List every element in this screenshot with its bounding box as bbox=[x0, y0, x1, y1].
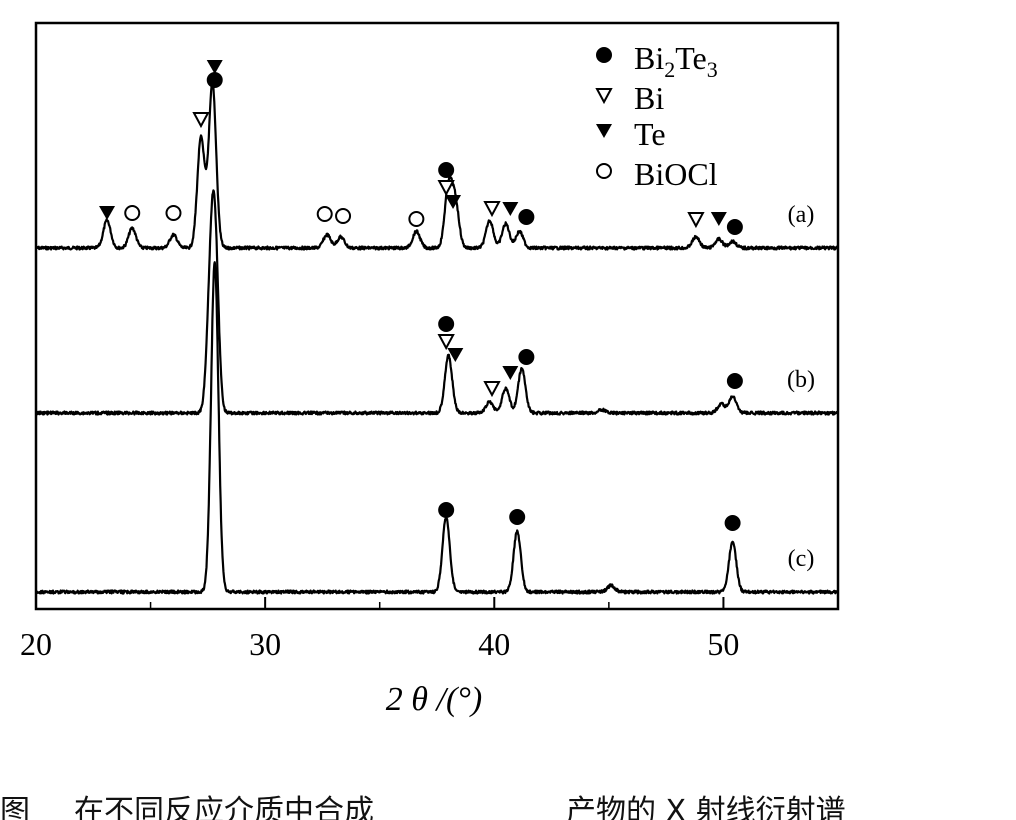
caption-middle: 在不同反应介质中合成 bbox=[74, 794, 374, 820]
series-0-open-down-triangle-icon bbox=[483, 201, 501, 218]
legend-open-circle-icon bbox=[596, 163, 612, 179]
series-0-open-down-triangle-icon bbox=[687, 212, 705, 229]
series-labels: (a) (b) (c) bbox=[787, 202, 815, 572]
series-label: (b) bbox=[787, 367, 815, 393]
figure-caption: 图 在不同反应介质中合成 产物的 X 射线衍射谱 bbox=[0, 786, 1016, 820]
x-axis-ticks bbox=[35, 597, 725, 609]
x-tick-label-30: 30 bbox=[249, 626, 281, 662]
series-0-open-circle-icon bbox=[165, 205, 182, 221]
xrd-curves bbox=[34, 80, 840, 595]
series-1-open-down-triangle-icon bbox=[437, 334, 455, 351]
series-label: (a) bbox=[788, 202, 815, 228]
series-0-open-circle-icon bbox=[408, 211, 425, 227]
series-0-open-down-triangle-icon bbox=[192, 112, 210, 129]
series-0-open-circle-icon bbox=[335, 208, 352, 224]
series-0-filled-down-triangle-icon bbox=[206, 60, 223, 74]
series-0-open-circle-icon bbox=[316, 206, 333, 222]
series-2-filled-circle-icon bbox=[438, 502, 455, 518]
series-0-filled-down-triangle-icon bbox=[99, 206, 116, 220]
series-1-filled-down-triangle-icon bbox=[502, 366, 519, 380]
series-0-open-circle-icon bbox=[124, 205, 141, 221]
series-1-filled-circle-icon bbox=[518, 349, 535, 365]
plot-frame bbox=[34, 21, 840, 611]
series-0-filled-down-triangle-icon bbox=[710, 212, 727, 226]
series-0-filled-circle-icon bbox=[206, 72, 223, 88]
legend-filled-down-triangle-icon bbox=[596, 124, 612, 138]
series-1-filled-circle-icon bbox=[726, 373, 743, 389]
series-0-filled-circle-icon bbox=[726, 219, 743, 235]
legend-label: Bi bbox=[634, 80, 664, 116]
series-0-filled-circle-icon bbox=[438, 162, 455, 178]
series-2-curve bbox=[34, 261, 840, 595]
x-tick-label-20: 20 bbox=[20, 626, 52, 662]
legend-open-down-triangle-icon bbox=[595, 88, 613, 105]
series-0-filled-down-triangle-icon bbox=[502, 202, 519, 216]
series-1-filled-down-triangle-icon bbox=[447, 348, 464, 362]
legend-filled-circle-icon bbox=[596, 47, 612, 63]
caption-suffix: 产物的 X 射线衍射谱 bbox=[566, 794, 846, 820]
x-tick-label-40: 40 bbox=[478, 626, 510, 662]
series-0-curve bbox=[35, 80, 839, 251]
series-label: (c) bbox=[788, 546, 815, 572]
x-axis-label: 2 θ /(°) bbox=[386, 681, 482, 718]
caption-prefix: 图 bbox=[0, 794, 30, 820]
legend-label: Te bbox=[634, 116, 666, 152]
series-0-filled-down-triangle-icon bbox=[445, 195, 462, 209]
legend-label: BiOCl bbox=[634, 156, 718, 192]
series-0-filled-circle-icon bbox=[518, 209, 535, 225]
legend-label: Bi2Te3 bbox=[634, 40, 718, 82]
x-axis-tick-labels: 20 30 40 50 bbox=[20, 626, 739, 662]
series-1-curve bbox=[35, 189, 839, 416]
peak-markers bbox=[99, 60, 743, 531]
series-2-filled-circle-icon bbox=[509, 509, 526, 525]
series-1-filled-circle-icon bbox=[438, 316, 455, 332]
series-2-filled-circle-icon bbox=[724, 515, 741, 531]
series-1-open-down-triangle-icon bbox=[483, 381, 501, 398]
x-tick-label-50: 50 bbox=[707, 626, 739, 662]
series-0-open-down-triangle-icon bbox=[437, 180, 455, 197]
